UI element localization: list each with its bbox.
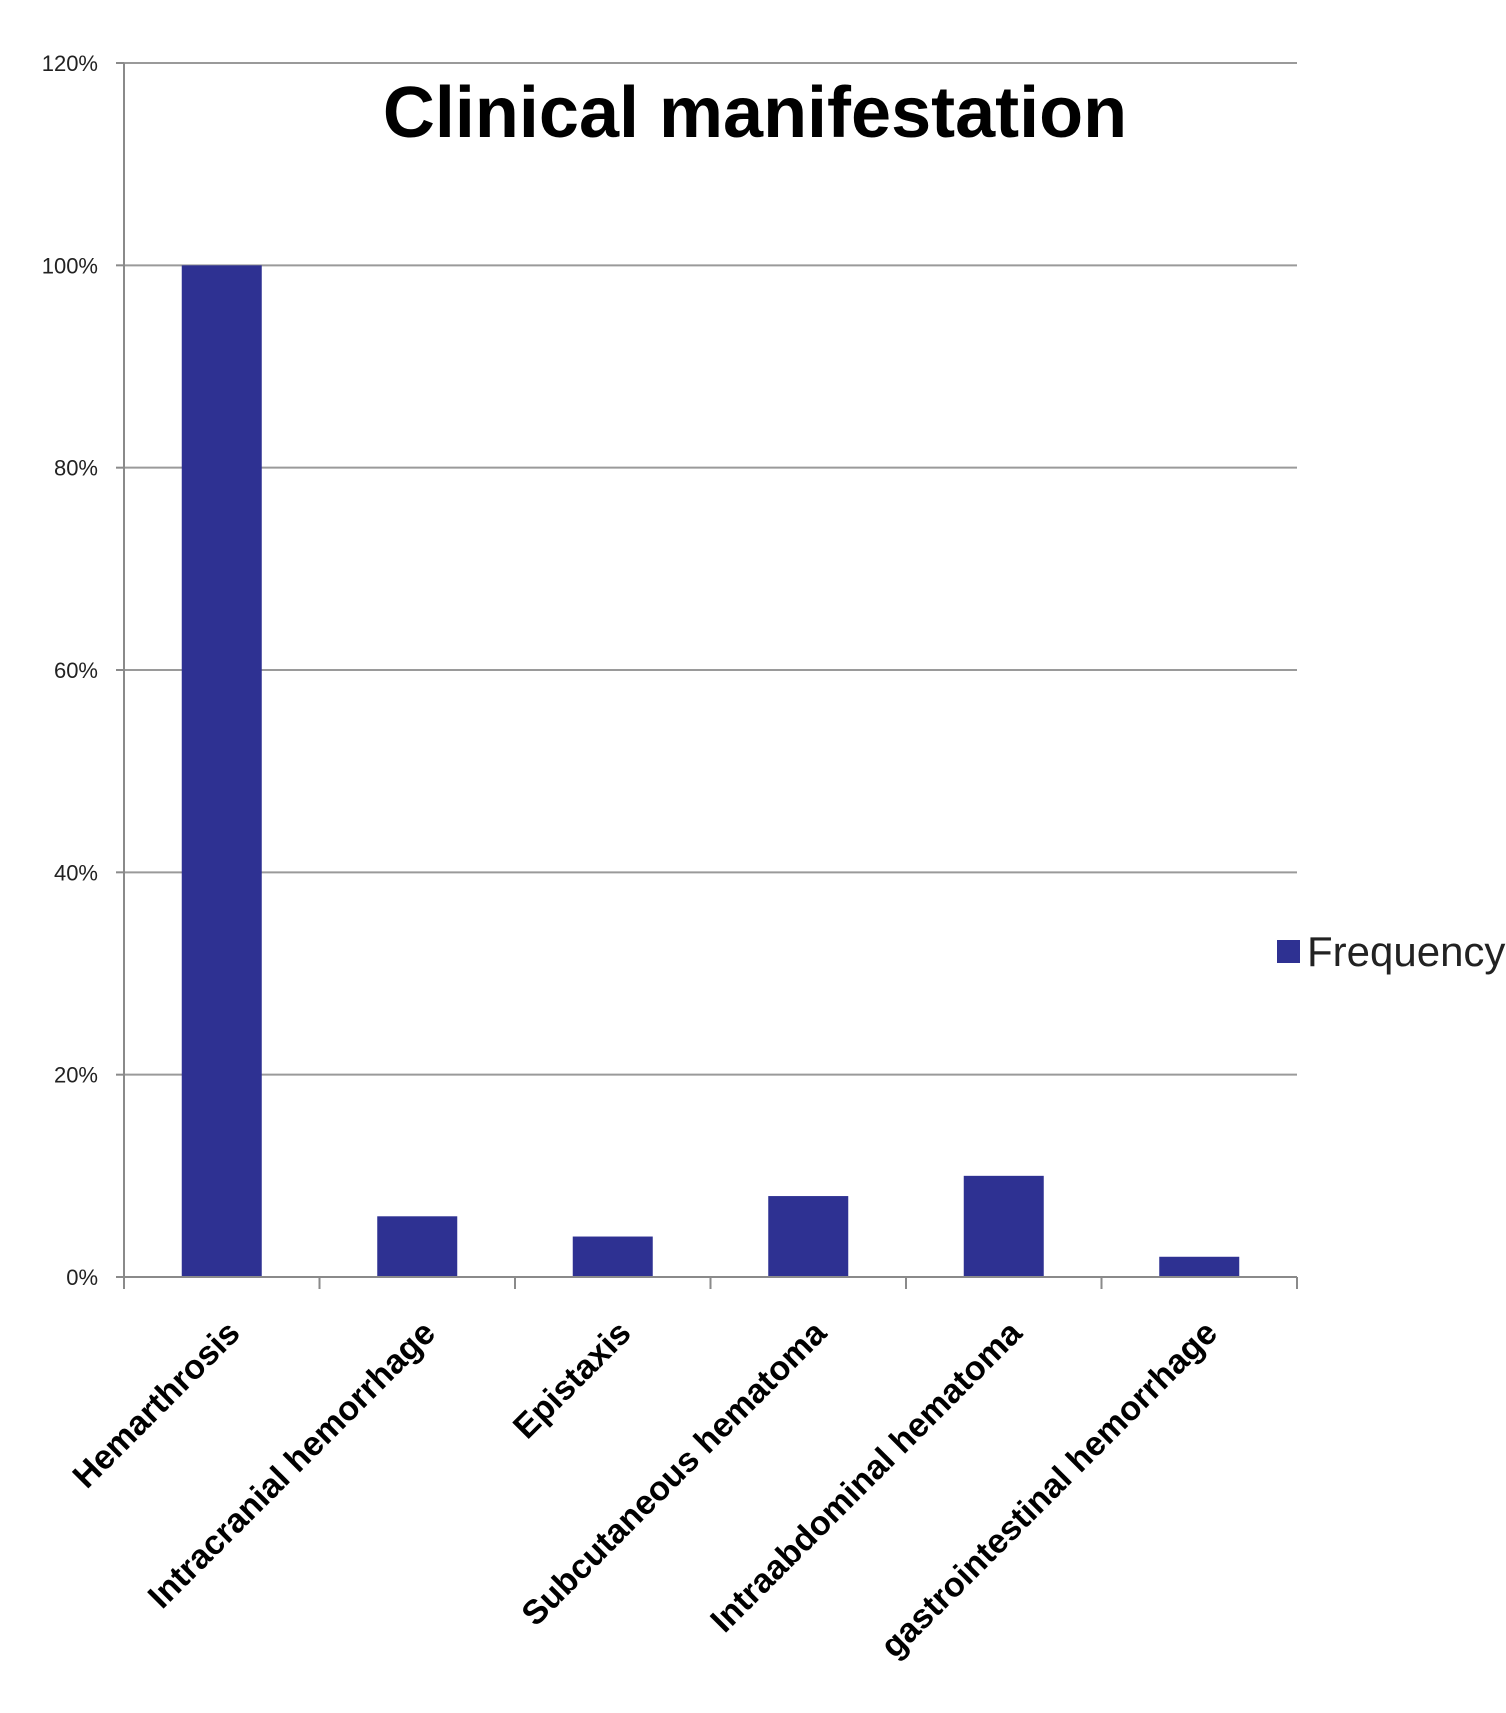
y-tick-label: 100%	[42, 253, 98, 278]
y-axis-ticks: 0% 20% 40% 60% 80% 100% 120%	[42, 51, 124, 1290]
y-tick-label: 40%	[54, 860, 98, 885]
x-category-label: Hemarthrosis	[66, 1314, 248, 1496]
bar-gastrointestinal-hemorrhage	[1159, 1256, 1240, 1277]
bar-hemarthrosis	[181, 265, 262, 1277]
bars	[181, 265, 1240, 1277]
legend: Frequency	[1277, 928, 1505, 975]
legend-swatch-frequency	[1277, 940, 1300, 963]
bar-epistaxis	[572, 1236, 653, 1277]
bar-intraabdominal-hematoma	[963, 1175, 1044, 1277]
x-category-label: Intraabdominal hematoma	[703, 1313, 1030, 1640]
gridlines	[124, 62, 1297, 1076]
y-tick-label: 80%	[54, 456, 98, 481]
bar-intracranial-hemorrhage	[377, 1216, 458, 1277]
y-tick-label: 60%	[54, 658, 98, 683]
x-category-label: Subcutaneous hematoma	[514, 1313, 834, 1633]
axes	[123, 63, 1298, 1289]
legend-label-frequency: Frequency	[1307, 928, 1505, 975]
x-category-label: gastrointestinal hemorrhage	[873, 1314, 1225, 1666]
y-tick-label: 0%	[66, 1265, 98, 1290]
x-category-label: Epistaxis	[506, 1314, 638, 1446]
y-tick-label: 120%	[42, 51, 98, 76]
y-tick-label: 20%	[54, 1063, 98, 1088]
chart-title: Clinical manifestation	[383, 73, 1127, 153]
bar-subcutaneous-hematoma	[768, 1196, 849, 1277]
